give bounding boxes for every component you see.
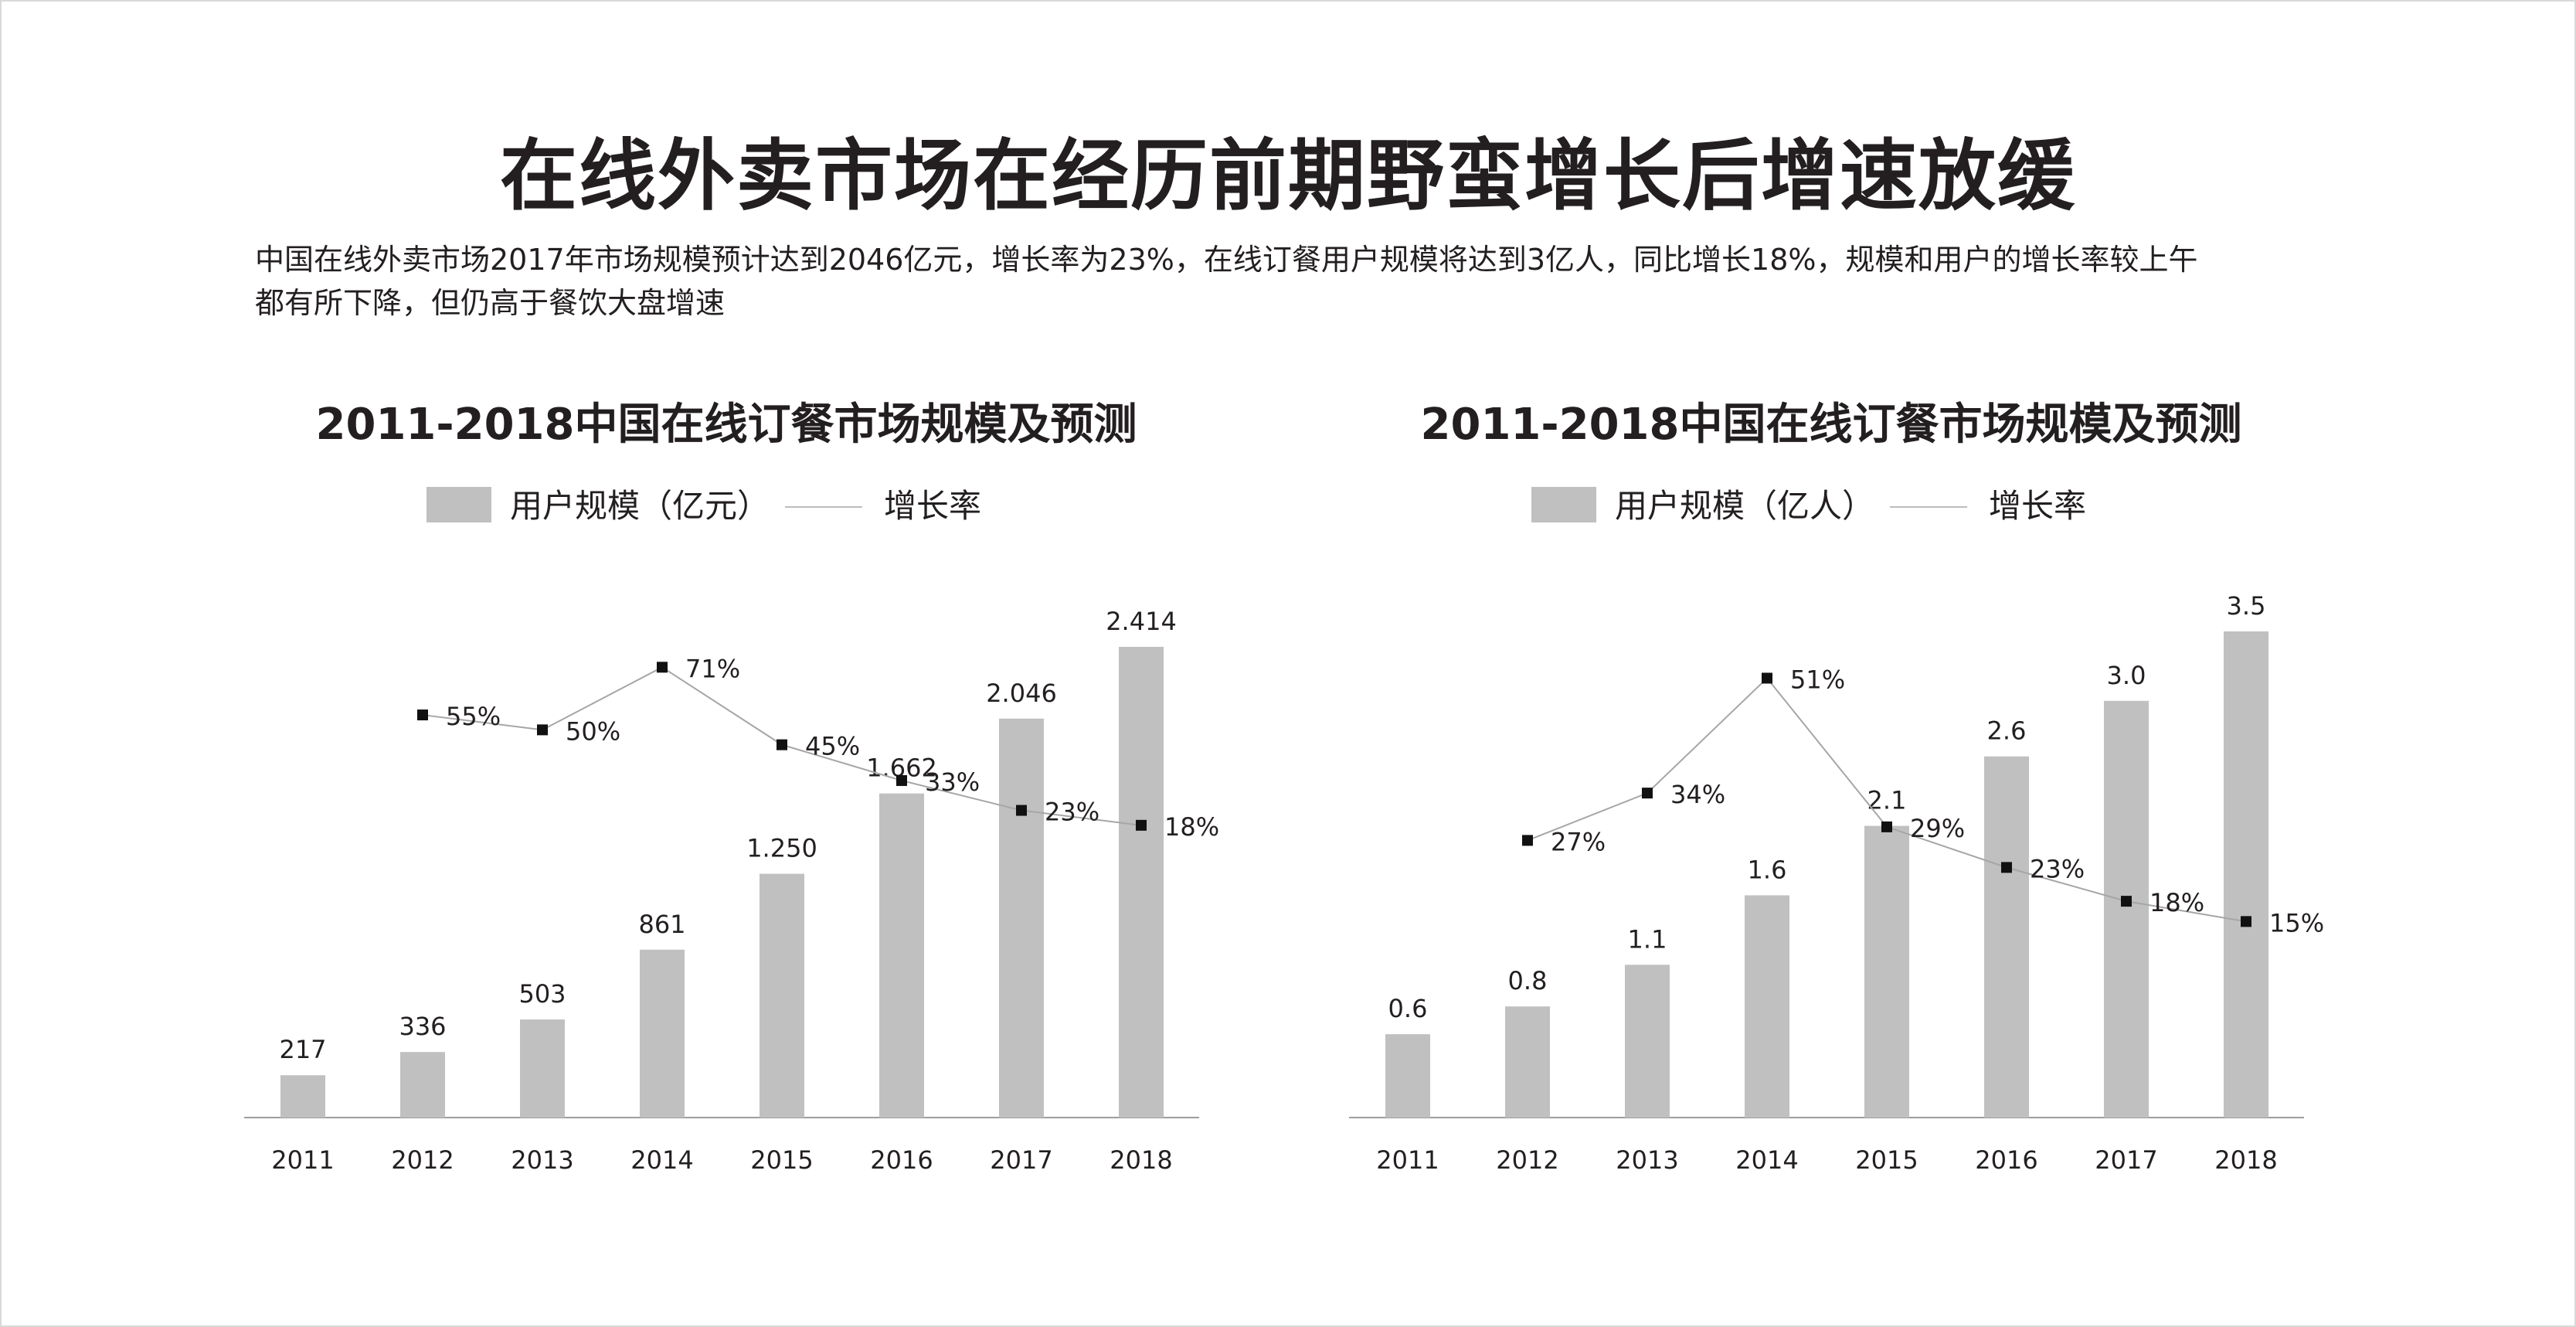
bar-2015 xyxy=(1864,825,1909,1118)
x-tick-label: 2012 xyxy=(1496,1145,1558,1175)
bar-2014 xyxy=(1745,895,1789,1118)
legend-bar-swatch xyxy=(1531,487,1596,522)
bar-value-label: 3.0 xyxy=(2107,661,2146,690)
x-tick-label: 2017 xyxy=(2095,1145,2157,1175)
bar-2011 xyxy=(1385,1034,1430,1118)
bar-value-label: 2.6 xyxy=(1987,716,2027,746)
growth-rate-point xyxy=(1881,821,1892,832)
bar-2013 xyxy=(520,1019,565,1118)
bar-2018 xyxy=(1119,646,1164,1118)
growth-rate-point xyxy=(1016,805,1027,816)
chart-user-scale: 2011-2018中国在线订餐市场规模及预测 用户规模（亿人） 增长率 0.6 2… xyxy=(1329,386,2333,1221)
legend-bar-swatch xyxy=(427,487,491,522)
bar-2016 xyxy=(1984,756,2029,1118)
bar-value-label: 1.6 xyxy=(1748,855,1787,884)
x-tick-label: 2015 xyxy=(750,1145,813,1175)
bar-2012 xyxy=(1505,1006,1550,1118)
x-tick-label: 2018 xyxy=(1110,1145,1172,1175)
growth-rate-label: 18% xyxy=(2149,888,2204,917)
growth-rate-label: 50% xyxy=(566,716,620,746)
growth-rate-point xyxy=(537,724,548,736)
page-subtitle: 中国在线外卖市场2017年市场规模预计达到2046亿元，增长率为23%，在线订餐… xyxy=(255,238,2341,325)
growth-rate-label: 71% xyxy=(685,654,740,683)
subtitle-line-1: 中国在线外卖市场2017年市场规模预计达到2046亿元，增长率为23%，在线订餐… xyxy=(255,243,2198,277)
legend-line-swatch xyxy=(785,506,862,508)
legend-bar-label: 用户规模（亿元） xyxy=(510,487,770,525)
growth-rate-label: 34% xyxy=(1670,780,1725,809)
bar-value-label: 1.1 xyxy=(1628,924,1667,954)
legend-line-label: 增长率 xyxy=(884,487,982,525)
x-tick-label: 2016 xyxy=(870,1145,933,1175)
x-tick-label: 2013 xyxy=(511,1145,573,1175)
growth-rate-point xyxy=(2241,916,2251,927)
bar-value-label: 3.5 xyxy=(2227,591,2266,621)
bar-value-label: 2.414 xyxy=(1106,607,1177,636)
chart-market-size: 2011-2018中国在线订餐市场规模及预测 用户规模（亿元） 增长率 217 2… xyxy=(224,386,1229,1221)
growth-rate-label: 29% xyxy=(1910,814,1965,843)
growth-rate-label: 18% xyxy=(1164,812,1219,842)
bar-value-label: 503 xyxy=(518,979,566,1009)
bar-2015 xyxy=(760,873,804,1118)
growth-rate-point xyxy=(2001,862,2012,873)
x-tick-label: 2015 xyxy=(1855,1145,1918,1175)
growth-rate-label: 23% xyxy=(1045,798,1099,827)
x-tick-label: 2016 xyxy=(1975,1145,2037,1175)
bar-2018 xyxy=(2224,631,2268,1118)
growth-rate-label: 33% xyxy=(925,767,980,797)
chart-plot: 0.620110.820121.120131.620142.120152.620… xyxy=(1349,591,2324,1175)
x-tick-label: 2018 xyxy=(2214,1145,2277,1175)
bar-value-label: 1.250 xyxy=(746,834,817,863)
chart-legend: 用户规模（亿元） 增长率 xyxy=(427,479,1045,533)
x-tick-label: 2011 xyxy=(1376,1145,1439,1175)
bar-value-label: 217 xyxy=(279,1035,326,1064)
growth-rate-point xyxy=(1642,788,1653,799)
bar-value-label: 0.8 xyxy=(1508,966,1548,995)
growth-rate-point xyxy=(1762,672,1772,684)
growth-rate-point xyxy=(1136,819,1147,831)
bar-2011 xyxy=(280,1075,325,1118)
growth-rate-label: 23% xyxy=(2030,854,2085,883)
bar-2014 xyxy=(640,949,685,1118)
growth-rate-point xyxy=(657,662,668,673)
chart-plot: 21720113362012503201386120141.25020151.6… xyxy=(244,607,1219,1175)
bar-2013 xyxy=(1625,965,1670,1118)
legend-line-swatch xyxy=(1890,506,1967,508)
growth-rate-label: 51% xyxy=(1790,665,1845,694)
page-title: 在线外卖市场在经历前期野蛮增长后增速放缓 xyxy=(500,131,2076,221)
chart-legend: 用户规模（亿人） 增长率 xyxy=(1531,479,2149,533)
growth-rate-point xyxy=(2121,896,2132,907)
x-tick-label: 2014 xyxy=(1735,1145,1798,1175)
growth-rate-label: 27% xyxy=(1551,827,1606,856)
legend-bar-label: 用户规模（亿人） xyxy=(1615,487,1875,525)
x-tick-label: 2017 xyxy=(990,1145,1052,1175)
legend-line-label: 增长率 xyxy=(1989,487,2087,525)
x-tick-label: 2011 xyxy=(271,1145,334,1175)
chart-title: 2011-2018中国在线订餐市场规模及预测 xyxy=(1420,400,2242,450)
growth-rate-point xyxy=(896,774,907,786)
bar-value-label: 2.046 xyxy=(986,679,1057,708)
subtitle-line-2: 都有所下降，但仍高于餐饮大盘增速 xyxy=(255,286,726,320)
growth-rate-point xyxy=(1522,835,1533,846)
growth-rate-label: 15% xyxy=(2269,908,2324,937)
bar-2017 xyxy=(999,718,1044,1118)
x-tick-label: 2012 xyxy=(391,1145,454,1175)
bar-value-label: 861 xyxy=(638,910,685,939)
bar-2016 xyxy=(879,793,924,1118)
chart-title: 2011-2018中国在线订餐市场规模及预测 xyxy=(315,400,1137,450)
x-tick-label: 2013 xyxy=(1616,1145,1678,1175)
growth-rate-label: 45% xyxy=(805,732,860,761)
bar-2012 xyxy=(400,1052,445,1118)
growth-rate-point xyxy=(417,709,428,721)
bar-2017 xyxy=(2104,700,2149,1118)
bar-value-label: 0.6 xyxy=(1388,994,1428,1023)
x-tick-label: 2014 xyxy=(630,1145,693,1175)
growth-rate-point xyxy=(777,739,787,750)
growth-rate-label: 55% xyxy=(446,702,501,731)
bar-value-label: 336 xyxy=(399,1012,446,1041)
